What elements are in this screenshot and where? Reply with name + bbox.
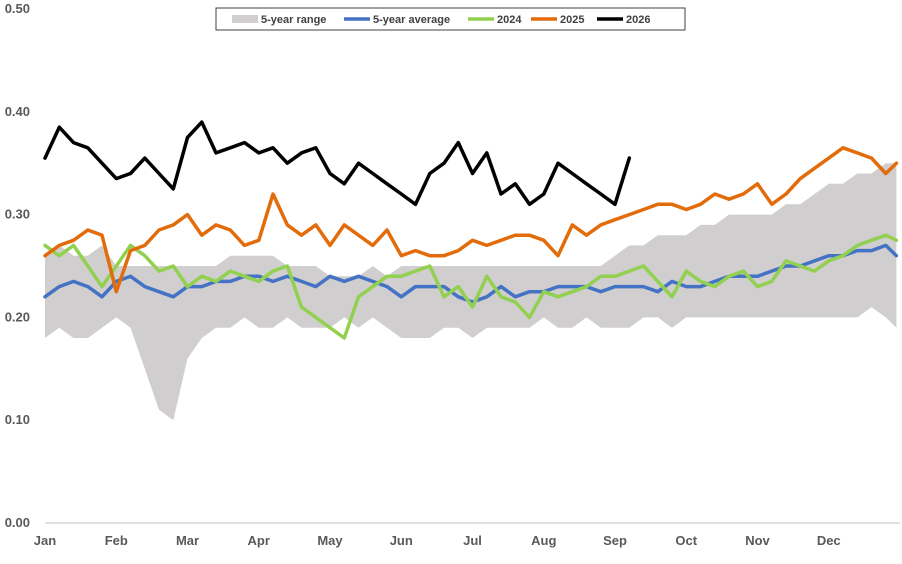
legend-swatch-5-year-range bbox=[232, 15, 258, 23]
x-tick-label: May bbox=[317, 533, 343, 548]
series-5-year-range-band bbox=[45, 163, 897, 421]
series-line-2026 bbox=[43, 120, 632, 207]
legend-label-2025: 2025 bbox=[560, 14, 584, 26]
legend-label-5-year-average: 5-year average bbox=[373, 14, 450, 26]
x-tick-label: Jul bbox=[463, 533, 482, 548]
x-tick-label: Feb bbox=[105, 533, 128, 548]
legend: 5-year range 5-year average 2024 2025 2026 bbox=[215, 7, 686, 31]
x-tick-labels: Jan Feb Mar Apr May Jun Jul Aug Sep Oct Nov Dec bbox=[34, 533, 841, 548]
x-tick-label: Dec bbox=[817, 533, 841, 548]
y-tick-label: 0.50 bbox=[5, 1, 30, 16]
x-tick-label: Apr bbox=[248, 533, 270, 548]
legend-label-2026: 2026 bbox=[626, 14, 650, 26]
x-tick-label: Jan bbox=[34, 533, 56, 548]
y-tick-label: 0.40 bbox=[5, 104, 30, 119]
y-tick-label: 0.20 bbox=[5, 309, 30, 324]
x-tick-label: Aug bbox=[531, 533, 556, 548]
series-line-2025 bbox=[43, 146, 899, 294]
y-tick-label: 0.30 bbox=[5, 207, 30, 222]
series-line-2024 bbox=[43, 233, 899, 340]
x-tick-label: Mar bbox=[176, 533, 199, 548]
plot-area bbox=[43, 120, 899, 421]
x-tick-label: Sep bbox=[603, 533, 627, 548]
legend-label-2024: 2024 bbox=[497, 14, 522, 26]
legend-box bbox=[215, 7, 686, 31]
y-tick-labels: 0.00 0.10 0.20 0.30 0.40 0.50 bbox=[5, 1, 30, 530]
x-tick-label: Oct bbox=[675, 533, 697, 548]
y-tick-label: 0.10 bbox=[5, 412, 30, 427]
x-tick-label: Nov bbox=[745, 533, 770, 548]
x-tick-label: Jun bbox=[390, 533, 413, 548]
y-tick-label: 0.00 bbox=[5, 515, 30, 530]
legend-label-5-year-range: 5-year range bbox=[261, 14, 326, 26]
